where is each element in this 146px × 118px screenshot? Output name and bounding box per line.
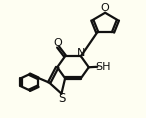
Text: N: N [77,48,85,58]
Text: O: O [101,3,110,13]
Text: S: S [59,92,66,105]
Text: O: O [53,38,62,48]
Text: SH: SH [95,62,111,72]
